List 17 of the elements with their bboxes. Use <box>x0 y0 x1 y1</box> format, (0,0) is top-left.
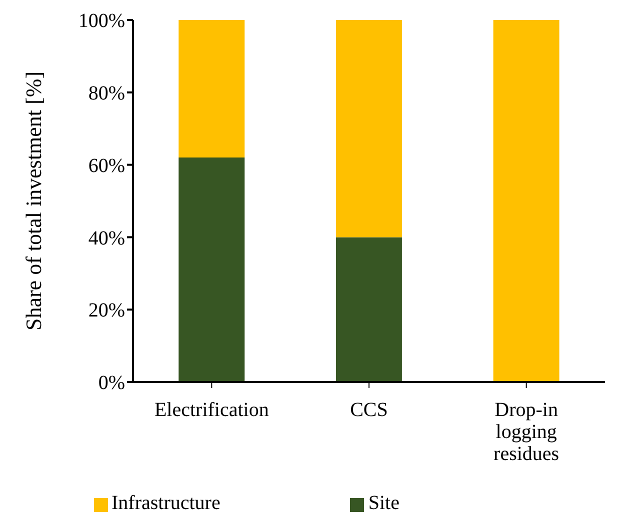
y-axis-title: Share of total investment [%] <box>20 71 46 331</box>
bar <box>336 237 402 382</box>
bar <box>493 20 560 382</box>
y-tick-label: 100% <box>78 10 125 32</box>
bar <box>178 20 245 158</box>
y-tick-label: 60% <box>88 154 125 177</box>
x-tick-label: Drop-in logging residues <box>494 399 560 465</box>
y-tick-label: 20% <box>88 300 125 322</box>
y-tick-label: 0% <box>98 372 125 394</box>
legend-label: Infrastructure <box>112 492 220 514</box>
y-tick-label: 40% <box>88 227 125 250</box>
x-tick-label: CCS <box>350 399 388 421</box>
bar <box>178 158 245 382</box>
bar <box>336 20 402 238</box>
x-tick-label: Electrification <box>154 399 269 421</box>
y-tick-label: 80% <box>88 82 125 104</box>
legend-label: Site <box>368 492 400 514</box>
